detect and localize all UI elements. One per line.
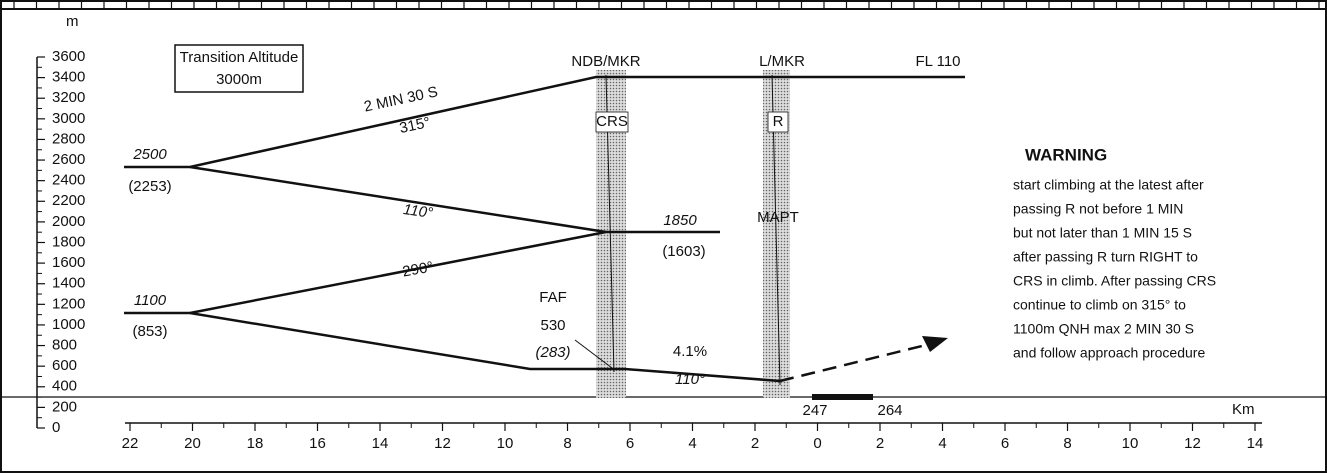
altitude-label: 3200: [52, 89, 85, 106]
missed-approach: [779, 342, 931, 383]
distance-label: 8: [563, 435, 571, 452]
ruler-ticks: [13, 0, 1320, 9]
warning-line: CRS in climb. After passing CRS: [1013, 273, 1216, 289]
altitude-label: 800: [52, 337, 77, 354]
faf-height: (283): [535, 344, 570, 361]
distance-label: 10: [1122, 435, 1139, 452]
distance-label: 2: [876, 435, 884, 452]
warning-line: passing R not before 1 MIN: [1013, 201, 1183, 217]
warning-title: WARNING: [1025, 145, 1107, 164]
height-label: (2253): [128, 178, 171, 195]
faf-leader: [574, 339, 613, 369]
fix-label: FL 110: [915, 53, 960, 70]
altitude-label: 2200: [52, 192, 85, 209]
altitude-label: 2600: [52, 151, 85, 168]
warning-text: start climbing at the latest after passin…: [1013, 177, 1216, 361]
altitude-scale: 3600340032003000280026002400220020001800…: [37, 48, 85, 436]
warning-line: continue to climb on 315° to: [1013, 297, 1186, 313]
r-tag: [767, 111, 789, 133]
segment-label: 110°: [402, 201, 434, 222]
distance-label: 4: [938, 435, 946, 452]
altitude-unit: m: [66, 13, 79, 30]
faf-label: FAF: [539, 289, 567, 306]
distance-label: 18: [247, 435, 264, 452]
distance-unit: Km: [1232, 401, 1255, 418]
crs-tag: [595, 111, 629, 133]
profile-line: [124, 311, 781, 383]
segment-label: 2 MIN 30 S: [362, 83, 439, 115]
distance-label: 16: [309, 435, 326, 452]
altitude-label: 400: [52, 378, 77, 395]
distance-label: 0: [813, 435, 821, 452]
fix-label: R: [773, 113, 784, 130]
altitude-label: 2500: [132, 146, 167, 163]
warning-line: after passing R turn RIGHT to: [1013, 249, 1198, 265]
transition-title: Transition Altitude: [180, 49, 299, 66]
altitude-label: 1850: [663, 212, 697, 229]
altitude-label: 600: [52, 357, 77, 374]
distance-label: 10: [497, 435, 514, 452]
arrow-head: [922, 336, 948, 352]
altitude-label: 200: [52, 398, 77, 415]
profile-line: [124, 75, 965, 169]
distance-label: 6: [1001, 435, 1009, 452]
runway-label: 264: [877, 402, 902, 419]
segment-label: 315°: [398, 114, 432, 137]
altitude-label: 1600: [52, 254, 85, 271]
distance-label: 14: [1247, 435, 1264, 452]
distance-label: 12: [1184, 435, 1201, 452]
segment-label: 110°: [675, 371, 705, 388]
warning-line: and follow approach procedure: [1013, 345, 1205, 361]
distance-label: 20: [184, 435, 201, 452]
altitude-label: 1400: [52, 275, 85, 292]
altitude-label: 3000: [52, 110, 85, 127]
faf-altitude: 530: [540, 317, 565, 334]
fix-label: CRS: [596, 113, 628, 130]
distance-label: 14: [372, 435, 389, 452]
altitude-label: 1800: [52, 233, 85, 250]
altitude-label: 1200: [52, 295, 85, 312]
profile-line: [189, 165, 607, 234]
profile-line: [189, 230, 720, 315]
warning-line: 1100m QNH max 2 MIN 30 S: [1013, 321, 1194, 337]
altitude-label: 2000: [52, 213, 85, 230]
altitude-label: 2800: [52, 130, 85, 147]
altitude-label: 2400: [52, 172, 85, 189]
segment-label: 290°: [401, 258, 435, 280]
distance-label: 22: [122, 435, 139, 452]
warning-line: start climbing at the latest after: [1013, 177, 1204, 193]
transition-value: 3000m: [216, 71, 262, 88]
height-label: (853): [132, 323, 167, 340]
fix-label: MAPT: [757, 209, 799, 226]
distance-label: 4: [688, 435, 696, 452]
fix-label: L/MKR: [759, 53, 805, 70]
distance-label: 6: [626, 435, 634, 452]
altitude-label: 0: [52, 419, 60, 436]
altitude-label: 3400: [52, 69, 85, 86]
transition-box: [174, 44, 304, 93]
distance-label: 8: [1063, 435, 1071, 452]
altitude-label: 3600: [52, 48, 85, 65]
altitude-label: 1100: [134, 292, 167, 309]
segment-label: 4.1%: [673, 343, 707, 360]
distance-scale: 22 20 18 16 14 12 10 8 6 4 2 0 2 4 6 8 10 12 14: [122, 423, 1264, 452]
height-label: (1603): [662, 243, 705, 260]
fix-label: NDB/MKR: [571, 53, 640, 70]
warning-line: but not later than 1 MIN 15 S: [1013, 225, 1192, 241]
distance-label: 2: [751, 435, 759, 452]
altitude-label: 1000: [52, 316, 85, 333]
distance-label: 12: [434, 435, 451, 452]
runway-label: 247: [802, 402, 827, 419]
